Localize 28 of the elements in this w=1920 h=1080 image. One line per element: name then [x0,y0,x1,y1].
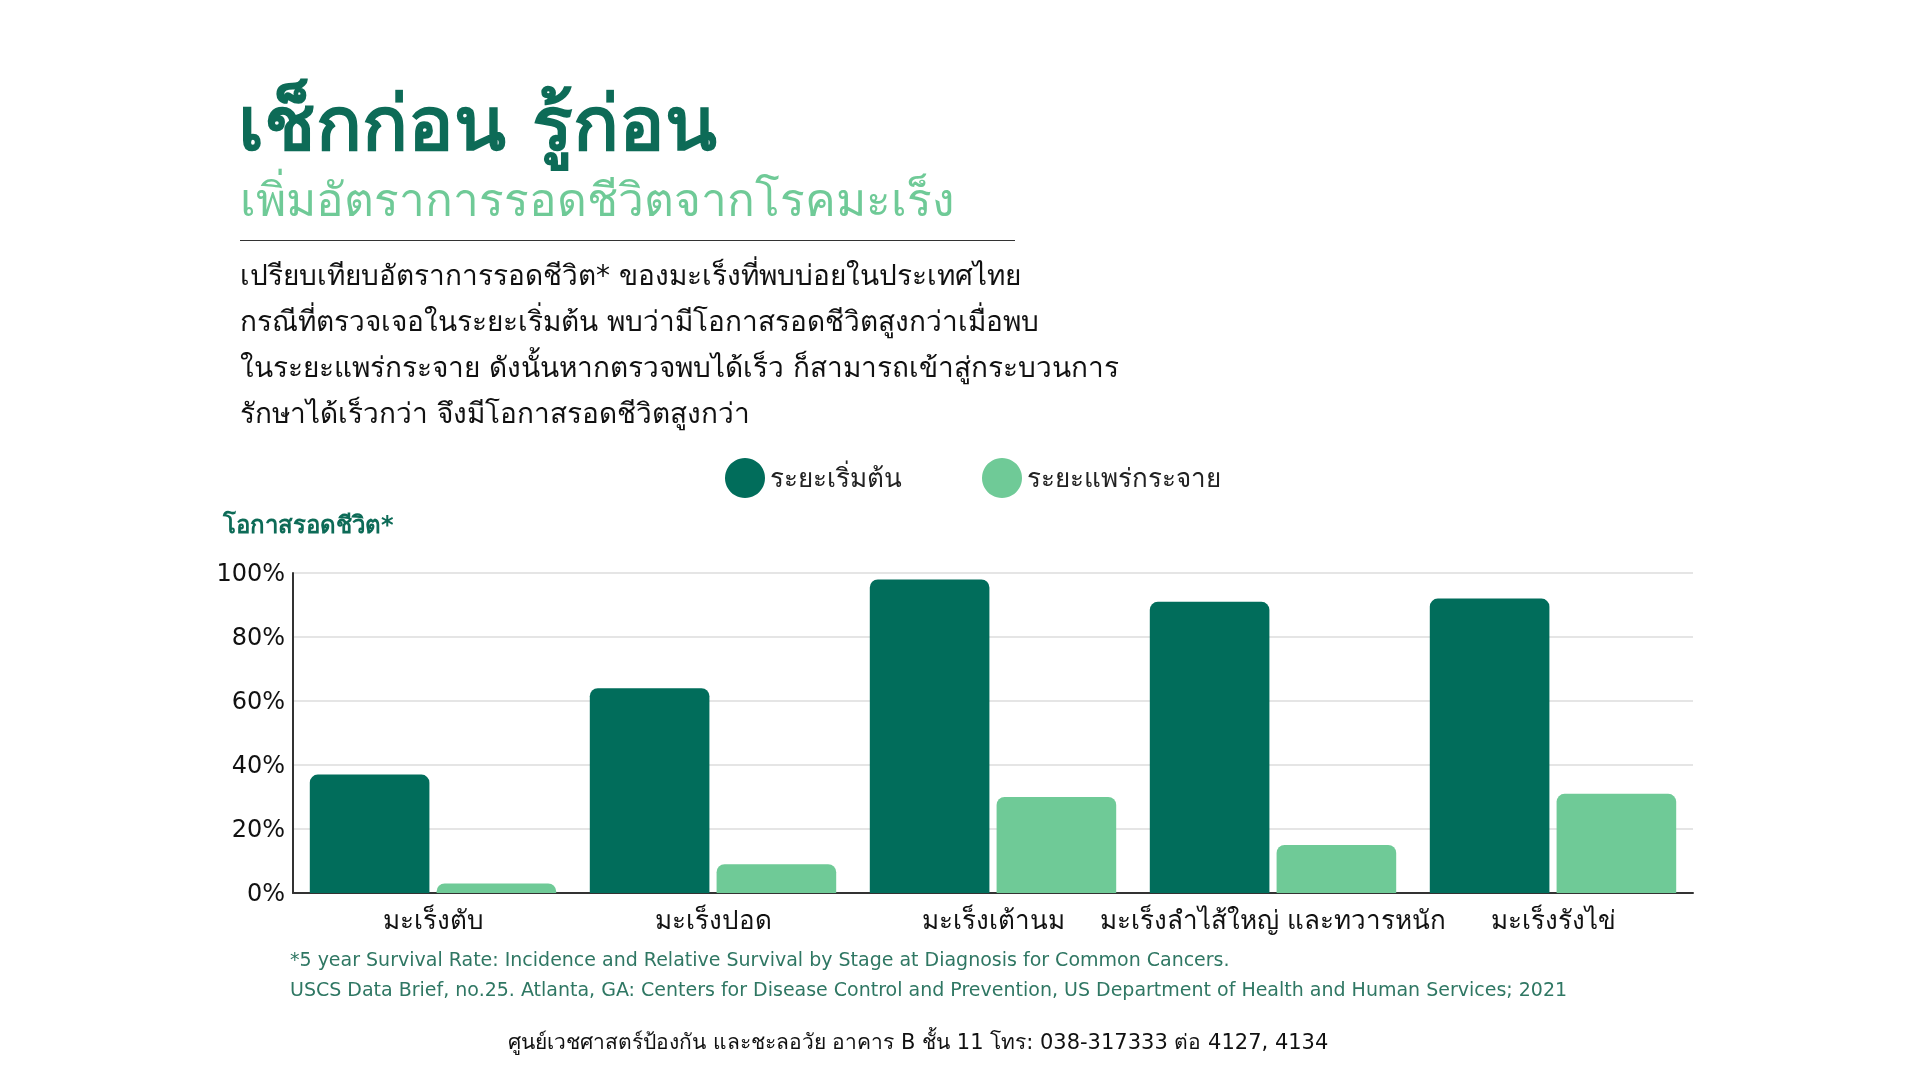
text: เปรียบเทียบอัตราการรอดชีวิต* ของมะเร็งที่พบบ่อยในประเทศไทย กรณีที่ตรวจเจอในระยะเริ่มต้น พบว่ามีโอกาสรอดชีวิตสูงกว่าเมื่อพบ ในระยะแพร่กระจาย ดังนั้นหากตรวจพบได้เร็ว ก็สามารถเข้าสู่กระบวนการ รักษาได้เร็วกว่า จึงมีโอกาสรอดชีวิตสูงกว่า [240,255,1119,433]
bar [589,688,710,893]
bar [1276,845,1397,893]
text: ศูนย์เวชศาสตร์ป้องกัน และชะลอวัย อาคาร B ชั้น 11 โทร: 038-317333 ต่อ 4127, 4134 [508,1026,1329,1057]
y-tick-label: 60% [231,687,285,715]
text: USCS Data Brief, no.25. Atlanta, GA: Centers for Disease Control and Prevention, US Department of Health and Human Services; 2021 [290,978,1568,1000]
bar [869,579,990,893]
legend-label: ระยะแพร่กระจาย [1027,463,1221,493]
bar [996,797,1117,893]
x-tick-label: มะเร็งปอด [654,904,772,935]
bar [1556,793,1677,893]
y-tick-label: 0% [246,879,285,907]
bar [436,883,557,893]
y-tick-label: 100% [216,559,285,587]
x-tick-label: มะเร็งรังไข่ [1490,904,1616,935]
bar [1149,601,1270,893]
bar [716,864,837,893]
x-tick-label: มะเร็งเต้านม [921,904,1065,935]
y-tick-label: 80% [231,623,285,651]
bar [1429,598,1550,893]
legend-label: ระยะเริ่มต้น [770,460,902,493]
y-axis-title: โอกาสรอดชีวิต* [222,510,394,539]
x-tick-label: มะเร็งตับ [382,904,484,935]
x-tick-label: มะเร็งลำไส้ใหญ่ และทวารหนัก [1099,904,1447,935]
y-tick-label: 40% [231,751,285,779]
y-tick-label: 20% [231,815,285,843]
bar [309,774,430,893]
text: *5 year Survival Rate: Incidence and Relative Survival by Stage at Diagnosis for Common Cancers. [290,948,1230,970]
